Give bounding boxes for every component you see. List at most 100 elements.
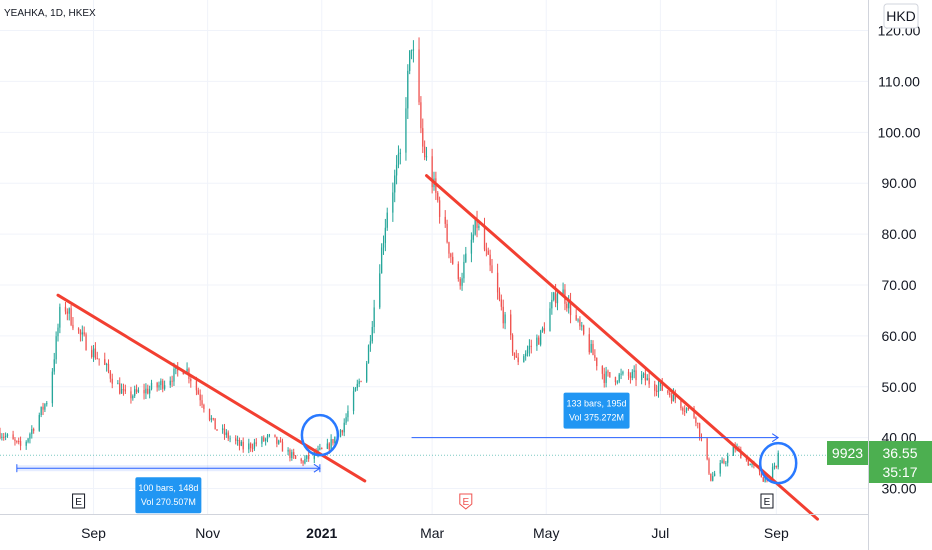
- candle-body: [173, 369, 175, 382]
- candle-body: [53, 359, 55, 372]
- candle-body: [525, 353, 527, 357]
- measure-bars-label: 100 bars, 148d: [138, 483, 198, 493]
- candle-body: [409, 50, 411, 71]
- candle-body: [343, 422, 345, 433]
- earnings-badge: [459, 493, 473, 510]
- candle-body: [410, 49, 413, 51]
- candle-body: [150, 382, 153, 390]
- candle-body: [485, 249, 488, 251]
- candle-body: [367, 345, 370, 364]
- candle-body: [590, 343, 592, 353]
- candle-body: [57, 327, 59, 337]
- candle-body: [397, 153, 400, 165]
- candle-body: [264, 438, 267, 442]
- candle-body: [437, 192, 439, 201]
- candle-body: [199, 394, 201, 401]
- candle-body: [472, 234, 474, 240]
- candle-body: [306, 455, 308, 459]
- candle-body: [412, 49, 415, 51]
- candle-body: [289, 449, 291, 459]
- candle-body: [68, 308, 70, 314]
- candle-body: [749, 463, 751, 466]
- candle-body: [698, 423, 701, 437]
- candle-body: [276, 436, 278, 444]
- candle-body: [672, 393, 675, 402]
- candle-body: [201, 400, 203, 405]
- candle-body: [25, 441, 27, 446]
- candle-body: [713, 473, 716, 476]
- candle-body: [130, 391, 132, 399]
- earnings-label: E: [764, 497, 771, 508]
- candle-body: [685, 408, 688, 411]
- candle-body: [386, 212, 388, 228]
- earnings-badge: [72, 493, 86, 509]
- candle-body: [19, 441, 22, 446]
- candle-body: [29, 434, 31, 439]
- candle-body: [438, 200, 441, 217]
- candle-body: [263, 437, 265, 442]
- candle-body: [568, 300, 570, 309]
- candle-body: [777, 452, 779, 468]
- earnings-marker: E: [760, 493, 774, 509]
- measure-label-box: [563, 392, 630, 429]
- last-price-text: 36.55: [882, 445, 917, 461]
- candle-body: [553, 292, 555, 300]
- candle-body: [137, 389, 140, 392]
- candle-body: [513, 352, 516, 356]
- candle-body: [278, 440, 280, 444]
- candle-body: [760, 471, 763, 478]
- candle-body: [3, 436, 5, 438]
- trendline: [56, 293, 367, 483]
- last-price-badge: [869, 441, 932, 483]
- candle-body: [422, 128, 424, 147]
- candle-body: [70, 308, 72, 325]
- candle-body: [250, 443, 252, 448]
- candle-body: [4, 435, 7, 437]
- candle-body: [12, 434, 14, 440]
- candle-body: [461, 278, 463, 286]
- candle-body: [242, 441, 244, 450]
- candle-body: [214, 418, 216, 430]
- candle-body: [197, 390, 199, 395]
- candle-body: [64, 306, 67, 312]
- candle-body: [423, 146, 426, 158]
- currency-button[interactable]: HKD: [883, 3, 919, 29]
- measure-volume-label: Vol 375.272M: [569, 413, 624, 423]
- candle-body: [500, 299, 502, 307]
- measure-label-box: [135, 477, 202, 514]
- candle-body: [459, 278, 461, 286]
- candle-body: [392, 192, 394, 213]
- candle-body: [745, 458, 748, 460]
- candle-body: [208, 409, 211, 420]
- candle-body: [227, 432, 229, 439]
- candle-body: [536, 337, 538, 347]
- candle-body: [55, 336, 57, 360]
- candle-body: [517, 357, 519, 363]
- time-tick-label: Sep: [81, 525, 106, 541]
- candle-body: [268, 434, 271, 436]
- trendline: [425, 174, 819, 521]
- candle-body: [373, 307, 375, 328]
- candle-body: [478, 225, 480, 228]
- earnings-badge: [760, 493, 774, 509]
- candle-body: [764, 476, 766, 482]
- highlight-circle: [758, 441, 798, 485]
- candle-body: [287, 449, 289, 452]
- candle-body: [160, 380, 162, 386]
- candle-body: [384, 227, 387, 244]
- candle-body: [523, 356, 525, 363]
- currency-button-frame: [883, 3, 919, 29]
- candle-body: [771, 467, 774, 480]
- candle-body: [618, 374, 620, 382]
- time-tick-label: Sep: [764, 525, 789, 541]
- candle-body: [511, 335, 514, 353]
- candle-body: [474, 219, 476, 235]
- candle-body: [229, 438, 231, 440]
- candle-body: [607, 371, 609, 373]
- time-axis[interactable]: Sep Nov 2021 Mar May Jul Sep: [81, 525, 789, 541]
- candle-body: [682, 408, 684, 411]
- candle-body: [96, 358, 98, 360]
- candle-body: [225, 432, 228, 435]
- time-tick-label: 2021: [306, 525, 337, 541]
